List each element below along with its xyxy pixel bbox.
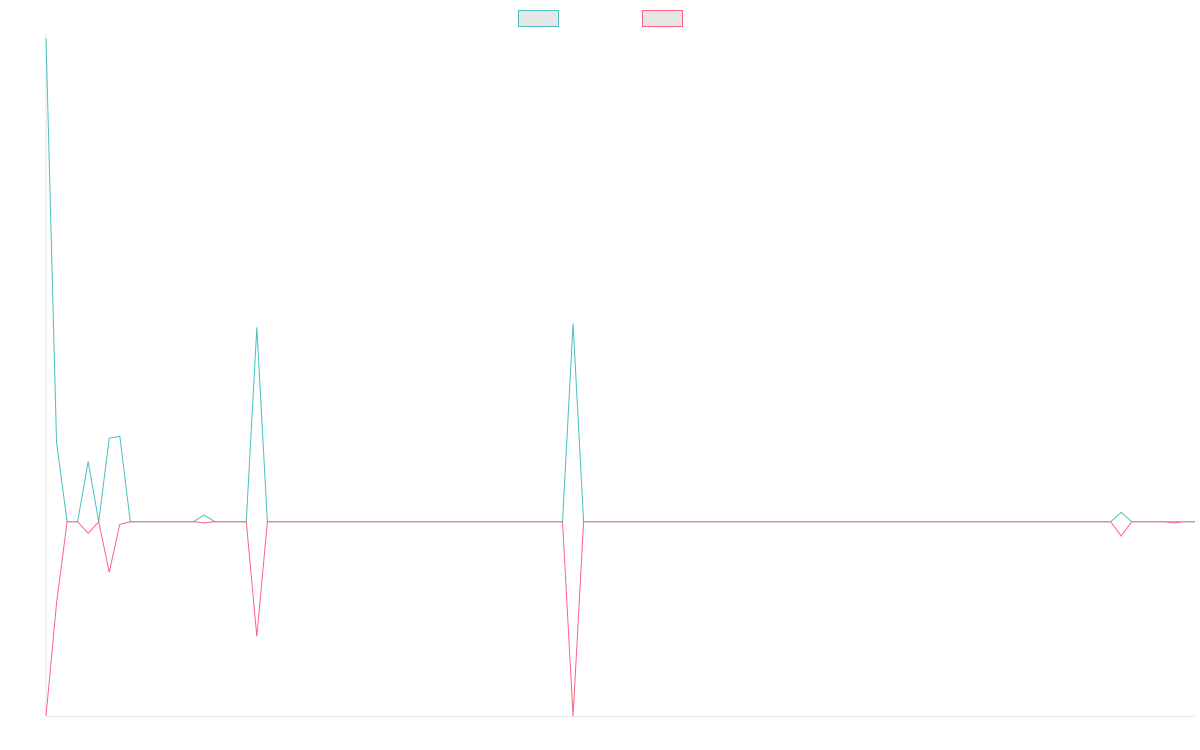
series-line-1 (45, 37, 1195, 523)
chart-axes (45, 34, 1195, 717)
chart-legend (518, 10, 683, 27)
legend-swatch-2[interactable] (642, 10, 683, 27)
plot-area (45, 37, 1195, 717)
legend-swatch-1[interactable] (518, 10, 559, 27)
series-line-2 (45, 520, 1195, 717)
